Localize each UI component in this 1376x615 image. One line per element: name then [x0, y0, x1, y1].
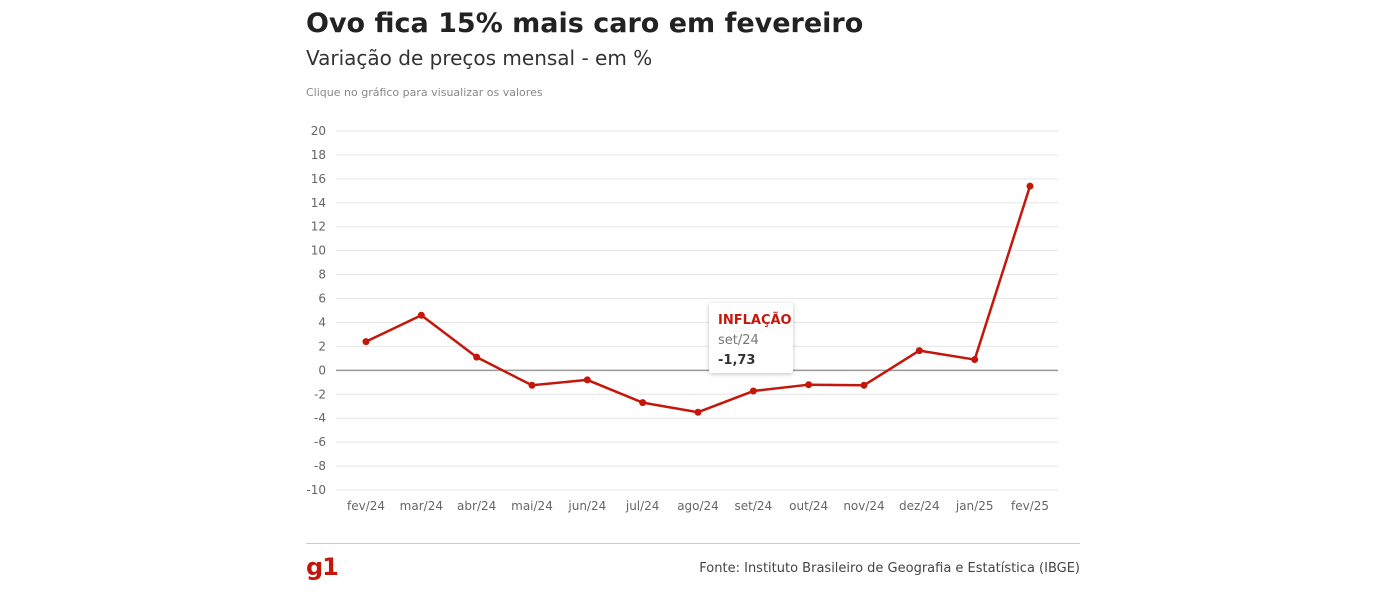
- footer-divider: [306, 543, 1080, 544]
- grid-lines: [336, 130, 1058, 491]
- tooltip-series-name: INFLAÇÃO: [718, 313, 792, 328]
- data-point[interactable]: [971, 356, 979, 364]
- y-tick-label: 16: [311, 172, 326, 186]
- data-point[interactable]: [749, 387, 757, 395]
- data-point[interactable]: [860, 381, 868, 389]
- y-tick-label: 20: [311, 124, 326, 138]
- data-point[interactable]: [694, 408, 702, 416]
- x-tick-label: nov/24: [843, 499, 884, 513]
- y-tick-label: 4: [318, 315, 326, 329]
- data-point[interactable]: [417, 311, 425, 319]
- chart-hint: Clique no gráfico para visualizar os val…: [306, 86, 543, 99]
- y-tick-label: 18: [311, 148, 326, 162]
- y-tick-label: -4: [314, 411, 326, 425]
- tooltip-category: set/24: [718, 333, 759, 348]
- data-point[interactable]: [639, 399, 647, 407]
- x-tick-label: dez/24: [899, 499, 940, 513]
- data-point[interactable]: [805, 381, 813, 389]
- tooltip-value: -1,73: [718, 353, 756, 368]
- x-tick-label: ago/24: [677, 499, 719, 513]
- y-tick-label: 0: [318, 363, 326, 377]
- y-tick-label: 6: [318, 292, 326, 306]
- x-tick-label: fev/24: [347, 499, 385, 513]
- data-point[interactable]: [473, 353, 481, 361]
- y-tick-label: 2: [318, 339, 326, 353]
- x-tick-label: mar/24: [400, 499, 443, 513]
- data-point[interactable]: [362, 338, 370, 346]
- g1-logo: g1: [306, 553, 339, 581]
- x-tick-label: mai/24: [511, 499, 553, 513]
- chart-card: Ovo fica 15% mais caro em fevereiro Vari…: [306, 0, 1080, 615]
- x-axis-ticks: fev/24 mar/24 abr/24 mai/24 jun/24 jul/24 ago/…: [347, 499, 1049, 513]
- y-tick-label: 14: [311, 196, 326, 210]
- y-tick-label: -2: [314, 387, 326, 401]
- y-tick-label: -10: [306, 483, 326, 497]
- y-tick-label: -6: [314, 435, 326, 449]
- y-tick-label: 8: [318, 268, 326, 282]
- series-points[interactable]: [362, 182, 1034, 416]
- x-tick-label: fev/25: [1011, 499, 1049, 513]
- x-tick-label: jan/25: [955, 499, 994, 513]
- y-tick-label: 10: [311, 244, 326, 258]
- tooltip: INFLAÇÃO set/24 -1,73: [709, 303, 793, 373]
- data-point[interactable]: [1026, 182, 1034, 190]
- data-point[interactable]: [915, 347, 923, 355]
- x-tick-label: abr/24: [457, 499, 496, 513]
- data-point[interactable]: [528, 381, 536, 389]
- x-tick-label: set/24: [735, 499, 773, 513]
- series-line-inflacao[interactable]: [365, 185, 1032, 414]
- y-tick-label: 12: [311, 220, 326, 234]
- chart-subtitle: Variação de preços mensal - em %: [306, 46, 653, 70]
- source-note: Fonte: Instituto Brasileiro de Geografia…: [699, 561, 1080, 576]
- x-tick-label: out/24: [789, 499, 828, 513]
- chart-title: Ovo fica 15% mais caro em fevereiro: [306, 8, 864, 39]
- y-tick-label: -8: [314, 459, 326, 473]
- x-tick-label: jun/24: [567, 499, 606, 513]
- data-point[interactable]: [583, 376, 591, 384]
- x-tick-label: jul/24: [625, 499, 660, 513]
